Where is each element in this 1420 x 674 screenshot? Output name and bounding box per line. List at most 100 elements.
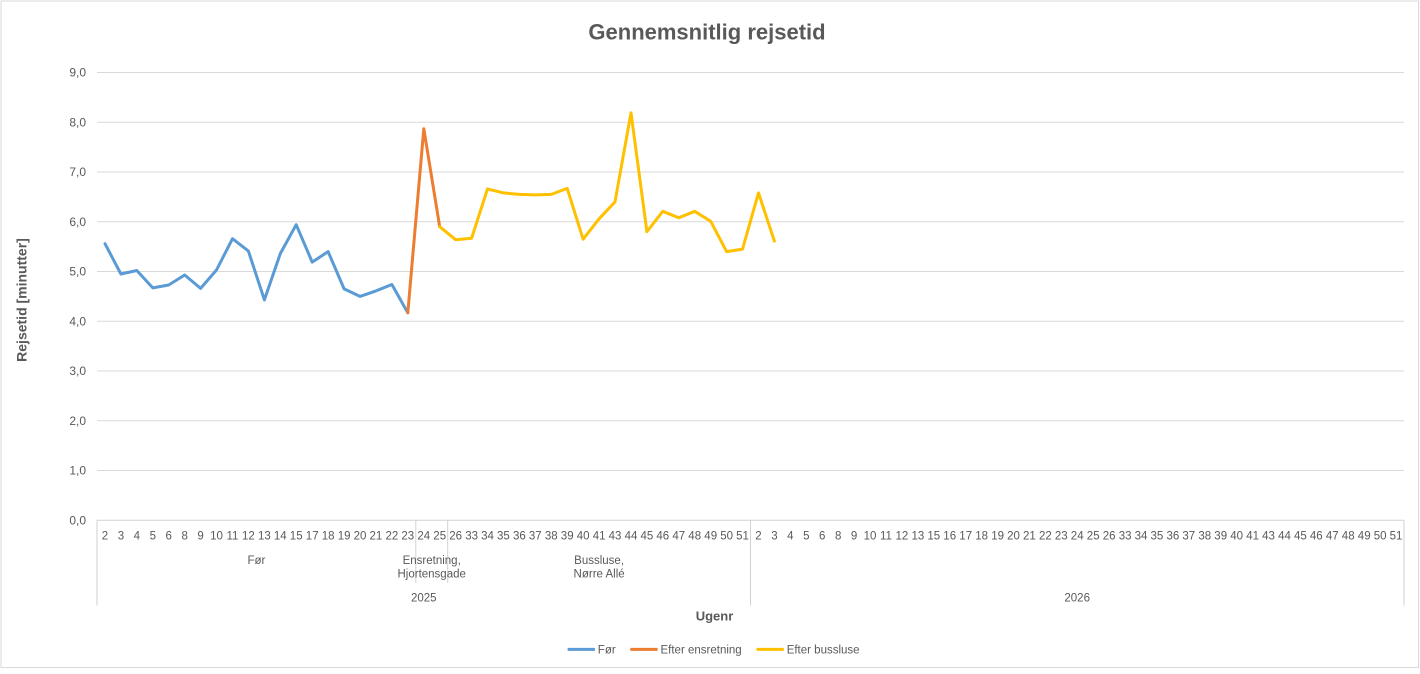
- svg-text:Før: Før: [247, 555, 265, 567]
- svg-text:17: 17: [306, 531, 319, 543]
- svg-text:43: 43: [1262, 531, 1275, 543]
- svg-text:23: 23: [1055, 531, 1068, 543]
- svg-text:8: 8: [181, 531, 187, 543]
- svg-text:10: 10: [210, 531, 223, 543]
- svg-text:40: 40: [577, 531, 590, 543]
- svg-text:43: 43: [609, 531, 622, 543]
- svg-text:11: 11: [880, 531, 892, 543]
- svg-text:Ugenr: Ugenr: [696, 609, 734, 624]
- svg-text:Rejsetid [minutter]: Rejsetid [minutter]: [14, 238, 30, 362]
- svg-text:21: 21: [370, 531, 383, 543]
- svg-text:15: 15: [290, 531, 303, 543]
- svg-text:6,0: 6,0: [69, 215, 86, 229]
- svg-text:37: 37: [529, 531, 542, 543]
- svg-text:19: 19: [991, 531, 1004, 543]
- svg-text:20: 20: [1007, 531, 1020, 543]
- svg-text:41: 41: [593, 531, 606, 543]
- svg-text:40: 40: [1230, 531, 1243, 543]
- svg-text:14: 14: [274, 531, 287, 543]
- svg-text:3: 3: [118, 531, 124, 543]
- svg-text:10: 10: [864, 531, 877, 543]
- svg-text:16: 16: [943, 531, 956, 543]
- svg-text:51: 51: [736, 531, 749, 543]
- svg-text:11: 11: [227, 531, 239, 543]
- svg-text:46: 46: [1310, 531, 1323, 543]
- svg-text:9: 9: [851, 531, 857, 543]
- svg-text:33: 33: [465, 531, 478, 543]
- svg-text:19: 19: [338, 531, 351, 543]
- svg-text:39: 39: [1214, 531, 1227, 543]
- svg-text:Bussluse,: Bussluse,: [574, 555, 624, 567]
- svg-text:49: 49: [1358, 531, 1371, 543]
- svg-text:4: 4: [787, 531, 794, 543]
- svg-text:6: 6: [819, 531, 825, 543]
- svg-text:23: 23: [401, 531, 414, 543]
- svg-text:24: 24: [1071, 531, 1084, 543]
- svg-text:48: 48: [688, 531, 701, 543]
- svg-text:44: 44: [1278, 531, 1291, 543]
- svg-text:18: 18: [322, 531, 335, 543]
- svg-text:49: 49: [704, 531, 717, 543]
- svg-text:3: 3: [771, 531, 777, 543]
- svg-text:34: 34: [1135, 531, 1148, 543]
- svg-text:50: 50: [720, 531, 733, 543]
- svg-text:2,0: 2,0: [69, 414, 86, 428]
- svg-text:46: 46: [656, 531, 669, 543]
- svg-text:Før: Før: [598, 644, 616, 656]
- svg-text:36: 36: [513, 531, 526, 543]
- svg-text:41: 41: [1246, 531, 1259, 543]
- svg-text:39: 39: [561, 531, 574, 543]
- svg-text:51: 51: [1390, 531, 1403, 543]
- svg-text:37: 37: [1182, 531, 1195, 543]
- svg-text:22: 22: [1039, 531, 1052, 543]
- svg-text:0,0: 0,0: [69, 514, 86, 528]
- svg-text:12: 12: [896, 531, 909, 543]
- svg-text:Hjortensgade: Hjortensgade: [397, 569, 465, 581]
- svg-text:9: 9: [197, 531, 203, 543]
- svg-text:Ensretning,: Ensretning,: [403, 555, 461, 567]
- svg-text:50: 50: [1374, 531, 1387, 543]
- svg-text:6: 6: [165, 531, 171, 543]
- svg-text:35: 35: [497, 531, 510, 543]
- svg-text:5,0: 5,0: [69, 265, 86, 279]
- svg-text:1,0: 1,0: [69, 464, 86, 478]
- svg-text:20: 20: [354, 531, 367, 543]
- svg-text:22: 22: [386, 531, 399, 543]
- svg-text:8: 8: [835, 531, 841, 543]
- svg-text:12: 12: [242, 531, 255, 543]
- svg-text:36: 36: [1167, 531, 1180, 543]
- svg-text:35: 35: [1151, 531, 1164, 543]
- svg-text:2026: 2026: [1064, 593, 1090, 605]
- svg-text:13: 13: [258, 531, 271, 543]
- svg-text:Efter ensretning: Efter ensretning: [661, 644, 742, 656]
- svg-text:2: 2: [102, 531, 108, 543]
- svg-text:8,0: 8,0: [69, 116, 86, 130]
- svg-text:33: 33: [1119, 531, 1132, 543]
- svg-text:18: 18: [975, 531, 988, 543]
- svg-text:45: 45: [641, 531, 654, 543]
- svg-text:34: 34: [481, 531, 494, 543]
- svg-text:17: 17: [959, 531, 972, 543]
- svg-text:47: 47: [672, 531, 685, 543]
- svg-text:Efter bussluse: Efter bussluse: [787, 644, 860, 656]
- svg-text:4: 4: [134, 531, 141, 543]
- svg-text:13: 13: [912, 531, 925, 543]
- svg-text:3,0: 3,0: [69, 364, 86, 378]
- svg-text:24: 24: [417, 531, 430, 543]
- svg-text:Nørre Allé: Nørre Allé: [574, 569, 625, 581]
- svg-text:4,0: 4,0: [69, 315, 86, 329]
- svg-text:26: 26: [1103, 531, 1116, 543]
- svg-text:5: 5: [803, 531, 809, 543]
- svg-text:25: 25: [433, 531, 446, 543]
- svg-text:5: 5: [150, 531, 156, 543]
- svg-text:7,0: 7,0: [69, 165, 86, 179]
- svg-text:47: 47: [1326, 531, 1339, 543]
- svg-text:9,0: 9,0: [69, 66, 86, 80]
- svg-text:21: 21: [1023, 531, 1036, 543]
- svg-text:15: 15: [927, 531, 940, 543]
- svg-text:25: 25: [1087, 531, 1100, 543]
- svg-text:2: 2: [755, 531, 761, 543]
- svg-text:26: 26: [449, 531, 462, 543]
- svg-text:45: 45: [1294, 531, 1307, 543]
- svg-text:44: 44: [625, 531, 638, 543]
